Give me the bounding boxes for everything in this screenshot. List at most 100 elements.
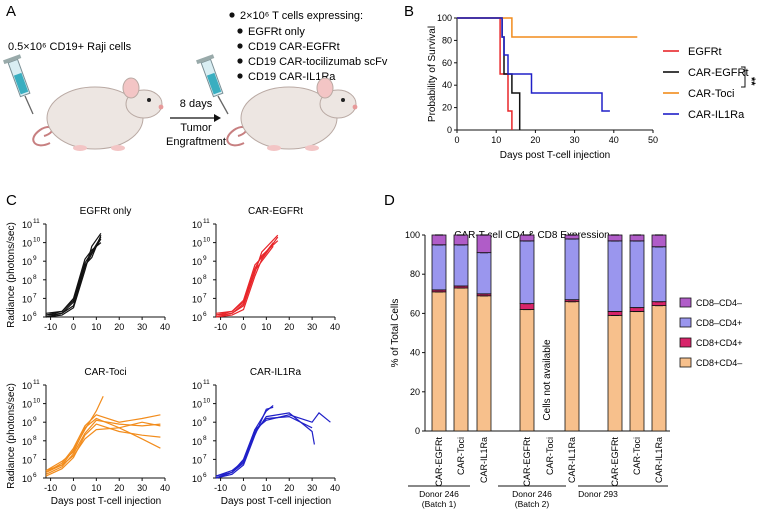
x-tick-label: 10 bbox=[491, 135, 501, 145]
x-tick-label: 0 bbox=[71, 483, 76, 493]
radiance-line bbox=[215, 406, 274, 479]
y-tick-label: 10 bbox=[192, 381, 202, 391]
y-tick-exponent: 6 bbox=[203, 311, 207, 318]
x-tick-label: 30 bbox=[307, 483, 317, 493]
y-tick-exponent: 8 bbox=[203, 274, 207, 281]
y-tick-label: 10 bbox=[22, 455, 32, 465]
y-tick-label: 10 bbox=[22, 437, 32, 447]
bar-segment bbox=[519, 303, 535, 310]
x-tick-label: 10 bbox=[261, 322, 271, 332]
x-tick-label: 0 bbox=[241, 322, 246, 332]
y-tick-label: 10 bbox=[22, 381, 32, 391]
bar-segment bbox=[476, 295, 492, 432]
y-tick-label: 40 bbox=[410, 348, 420, 358]
bar-segment bbox=[431, 291, 447, 432]
bar-segment bbox=[629, 311, 645, 432]
x-tick-label: 0 bbox=[241, 483, 246, 493]
survival-chart: 0 10 20 30 40 50 0 20 40 60 80 100 Days post T-cell … bbox=[427, 13, 757, 161]
y-tick-label: 10 bbox=[22, 257, 32, 267]
x-tick-label: 10 bbox=[91, 322, 101, 332]
legend-label: CD8+CD4– bbox=[696, 358, 742, 368]
y-tick-label: 100 bbox=[405, 230, 420, 240]
y-tick-label: 80 bbox=[410, 269, 420, 279]
radiance-line bbox=[45, 414, 161, 473]
x-tick-label: 10 bbox=[91, 483, 101, 493]
subplot-title: CAR-IL1Ra bbox=[250, 367, 302, 378]
y-tick-exponent: 9 bbox=[203, 255, 207, 262]
bar-segment bbox=[519, 234, 535, 242]
x-tick-label: 20 bbox=[530, 135, 540, 145]
radiance-line bbox=[45, 417, 161, 472]
radiance-line bbox=[215, 412, 331, 477]
y-tick-exponent: 6 bbox=[33, 472, 37, 479]
radiance-line bbox=[215, 412, 315, 479]
bar-segment bbox=[564, 238, 580, 301]
y-tick-exponent: 6 bbox=[203, 472, 207, 479]
bar-segment bbox=[519, 309, 535, 432]
y-tick-exponent: 10 bbox=[203, 237, 211, 244]
cd4-cd8-bar-chart: CAR-T cell CD4 & CD8 Expression020406080… bbox=[390, 230, 743, 487]
legend-label: CAR-Toci bbox=[688, 88, 734, 100]
mouse-illustration-right bbox=[226, 77, 358, 151]
radiance-line bbox=[215, 405, 274, 479]
bar-label: CAR-IL1Ra bbox=[654, 437, 664, 483]
x-tick-label: 0 bbox=[71, 322, 76, 332]
subplot-title: EGFRt only bbox=[80, 206, 132, 217]
significance-bracket bbox=[741, 66, 746, 88]
legend-label: EGFRt bbox=[688, 46, 722, 58]
y-tick-exponent: 8 bbox=[33, 274, 37, 281]
x-tick-label: 10 bbox=[261, 483, 271, 493]
y-tick-exponent: 11 bbox=[203, 218, 210, 225]
y-tick-exponent: 11 bbox=[33, 379, 40, 386]
radiance-line bbox=[45, 232, 102, 318]
x-tick-label: -10 bbox=[44, 483, 57, 493]
x-tick-label: 40 bbox=[330, 483, 340, 493]
x-tick-label: -10 bbox=[214, 322, 227, 332]
panel-b-label: B bbox=[404, 3, 414, 20]
bar-segment bbox=[651, 305, 667, 432]
bar-segment bbox=[431, 244, 447, 291]
bar-segment bbox=[564, 301, 580, 432]
y-tick-label: 20 bbox=[410, 387, 420, 397]
y-tick-label: 10 bbox=[22, 276, 32, 286]
y-tick-exponent: 9 bbox=[203, 416, 207, 423]
group-car-toci: CD19 CAR-tocilizumab scFv bbox=[248, 56, 388, 68]
group-car-egfrt: CD19 CAR-EGFRt bbox=[248, 41, 340, 53]
x-tick-label: 30 bbox=[307, 322, 317, 332]
y-tick-exponent: 11 bbox=[33, 218, 40, 225]
donor-labels: Donor 246 (Batch 1) Donor 246 (Batch 2) … bbox=[408, 485, 668, 509]
y-tick-label: 10 bbox=[22, 313, 32, 323]
y-axis-title: Radiance (photons/sec) bbox=[6, 383, 17, 489]
radiance-line bbox=[45, 423, 161, 477]
timeline-arrow: 8 days Tumor Engraftment bbox=[166, 98, 226, 148]
y-tick-exponent: 10 bbox=[33, 237, 41, 244]
bar-label: CAR-IL1Ra bbox=[567, 437, 577, 483]
x-tick-label: 40 bbox=[160, 483, 170, 493]
bar-segment bbox=[453, 287, 469, 432]
y-axis-title: Radiance (photons/sec) bbox=[6, 222, 17, 328]
y-tick-label: 10 bbox=[192, 313, 202, 323]
panel-d-label: D bbox=[384, 192, 395, 209]
y-tick-label: 10 bbox=[192, 400, 202, 410]
group-car-il1ra: CD19 CAR-IL1Ra bbox=[248, 71, 336, 83]
engraftment-text: Engraftment bbox=[166, 136, 226, 148]
bar-segment bbox=[431, 234, 447, 246]
y-tick-label: 10 bbox=[192, 294, 202, 304]
panel-c-label: C bbox=[6, 192, 17, 209]
y-tick-exponent: 10 bbox=[33, 398, 41, 405]
x-tick-label: -10 bbox=[214, 483, 227, 493]
x-axis-title: Days post T-cell injection bbox=[51, 496, 161, 507]
syringe-icon bbox=[3, 54, 34, 115]
y-tick-exponent: 7 bbox=[203, 453, 207, 460]
bar-label: CAR-Toci bbox=[456, 437, 466, 475]
y-tick-exponent: 8 bbox=[33, 435, 37, 442]
x-tick-label: 20 bbox=[284, 322, 294, 332]
radiance-line bbox=[45, 395, 104, 472]
y-tick-label: 40 bbox=[442, 80, 452, 90]
bar-segment bbox=[476, 252, 492, 295]
